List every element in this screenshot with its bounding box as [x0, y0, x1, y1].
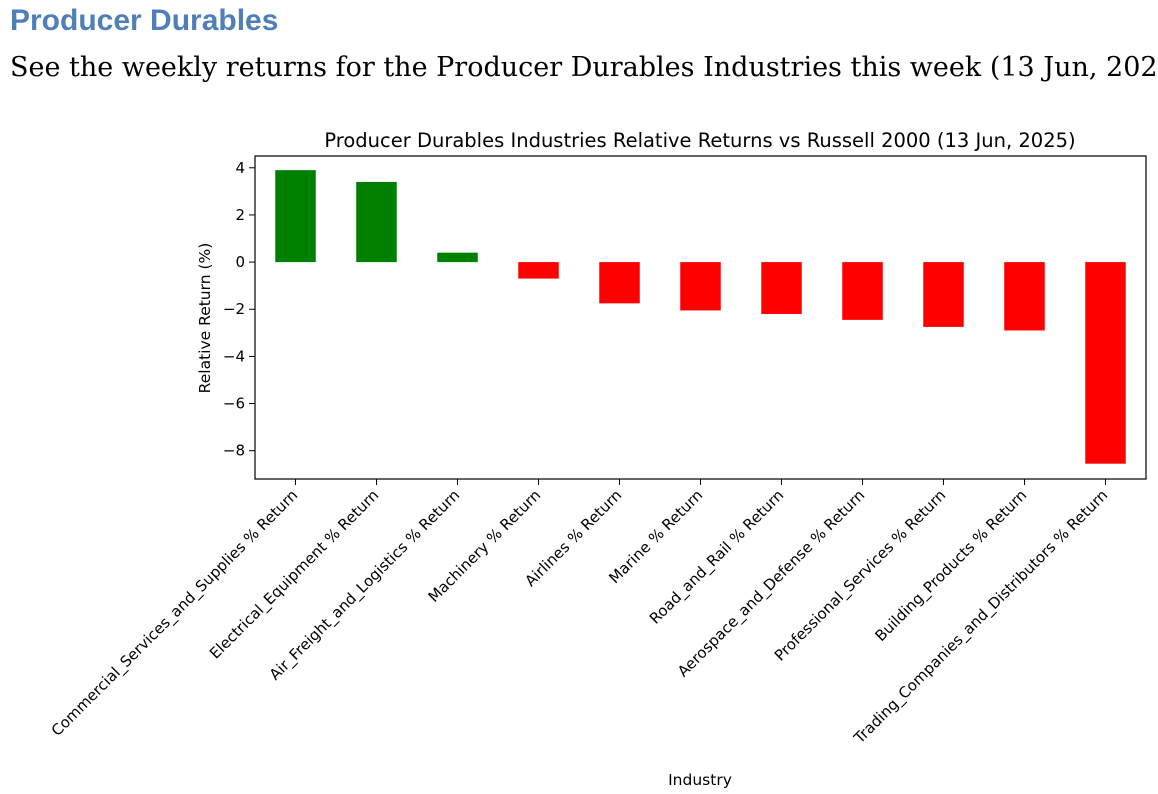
chart-title: Producer Durables Industries Relative Re… — [324, 129, 1075, 152]
bar — [923, 262, 964, 327]
x-tick-label: Electrical_Equipment % Return — [206, 486, 383, 663]
bar — [1004, 262, 1045, 331]
y-axis-label: Relative Return (%) — [196, 243, 214, 394]
y-tick-label: −4 — [223, 347, 245, 365]
page-heading: Producer Durables — [10, 4, 279, 37]
x-tick-label: Building_Products % Return — [871, 486, 1031, 646]
bar — [518, 262, 559, 279]
bar — [680, 262, 721, 311]
bar — [599, 262, 640, 304]
y-tick-label: 2 — [235, 206, 245, 224]
bar — [437, 252, 478, 263]
bar — [842, 262, 883, 320]
bar — [275, 170, 316, 263]
y-tick-label: −8 — [223, 442, 245, 460]
y-tick-label: 0 — [235, 253, 245, 271]
x-tick-label: Professional_Services % Return — [771, 486, 950, 665]
bar — [356, 181, 397, 263]
bar — [1085, 262, 1126, 464]
y-tick-label: −2 — [223, 300, 245, 318]
y-tick-label: −6 — [223, 395, 245, 413]
bar — [761, 262, 802, 314]
x-axis-label: Industry — [668, 771, 732, 789]
x-tick-label: Road_and_Rail % Return — [646, 486, 788, 628]
y-tick-label: 4 — [235, 159, 245, 177]
intro-text: See the weekly returns for the Producer … — [10, 52, 1158, 83]
